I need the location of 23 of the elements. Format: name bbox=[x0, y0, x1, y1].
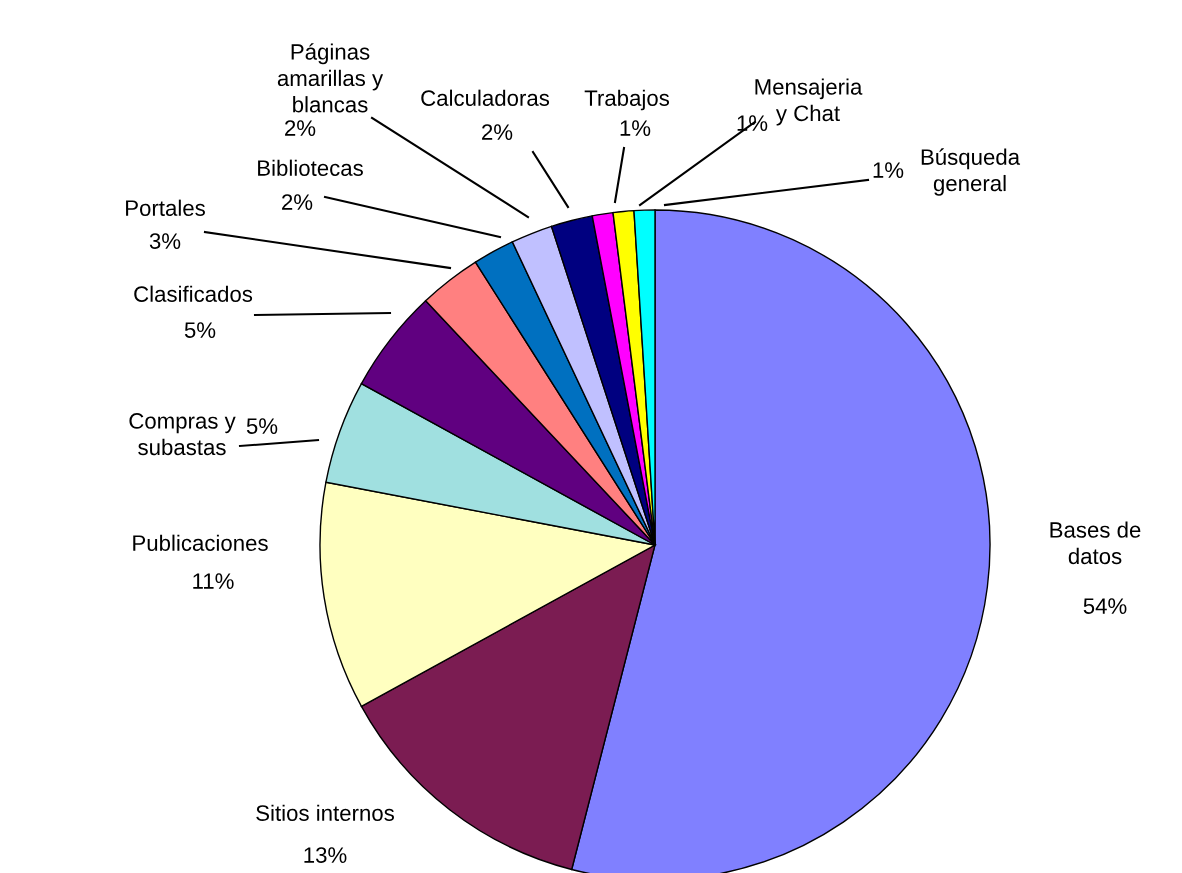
data-label: 13% bbox=[304, 847, 347, 863]
data-label: 2% bbox=[285, 120, 316, 136]
data-label: 1% bbox=[620, 120, 651, 136]
data-label: 1% bbox=[873, 162, 904, 178]
slice-label: Publicaciones bbox=[133, 534, 268, 551]
slice-label: Clasificados bbox=[134, 285, 253, 302]
data-label: 1% bbox=[737, 115, 768, 131]
data-label: 3% bbox=[149, 233, 181, 249]
slice-label: Trabajos bbox=[584, 89, 670, 111]
slice-label: Compras y subastas bbox=[129, 413, 236, 456]
slice-label: Páginas amarillas y blancas bbox=[277, 43, 384, 113]
slice-label: Bibliotecas bbox=[258, 159, 363, 176]
data-label: 5% bbox=[184, 322, 216, 338]
data-label: 5% bbox=[246, 418, 278, 434]
slice-label: Búsqueda general bbox=[921, 148, 1021, 196]
data-label: 54% bbox=[1083, 598, 1127, 614]
data-label: 2% bbox=[482, 124, 513, 140]
slice-label: Portales bbox=[126, 199, 205, 216]
slice-label: Bases de datos bbox=[1050, 521, 1141, 565]
data-label: 11% bbox=[193, 573, 234, 589]
slice-label: Calculadoras bbox=[421, 89, 550, 106]
slice-label: Sitios internos bbox=[256, 804, 394, 821]
data-label: 2% bbox=[282, 194, 313, 210]
